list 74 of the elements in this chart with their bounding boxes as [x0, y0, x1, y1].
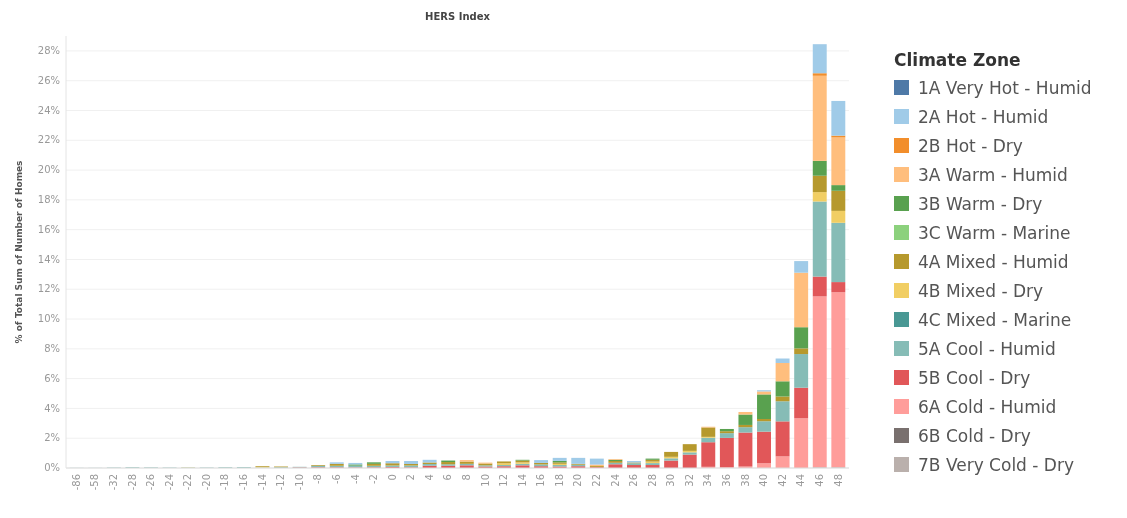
legend-label: 6B Cold - Dry	[918, 425, 1031, 446]
y-axis-title: % of Total Sum of Number of Homes	[14, 160, 24, 344]
x-tick-label: 44	[795, 474, 807, 487]
y-tick-label: 10%	[37, 313, 60, 325]
y-tick-label: 28%	[37, 45, 60, 57]
legend-label: 1A Very Hot - Humid	[918, 77, 1092, 98]
x-tick-label: 40	[758, 474, 770, 487]
y-tick-label: 2%	[44, 432, 60, 444]
x-tick-label: 4	[423, 474, 435, 481]
x-tick-label: -12	[275, 474, 287, 491]
x-tick-label: 36	[721, 474, 733, 487]
legend-label: 2A Hot - Humid	[918, 106, 1049, 127]
x-tick-label: 26	[628, 474, 640, 487]
x-tick-label: 38	[739, 474, 751, 487]
legend-label: 3A Warm - Humid	[918, 164, 1068, 185]
x-tick-label: 2	[405, 474, 417, 481]
y-tick-label: 16%	[37, 223, 60, 235]
x-tick-label: -4	[349, 474, 361, 484]
x-tick-label: 28	[646, 474, 658, 487]
y-tick-label: 8%	[44, 343, 60, 355]
x-tick-label: -22	[182, 474, 194, 491]
y-tick-label: 14%	[37, 253, 60, 265]
x-tick-label: 20	[572, 474, 584, 487]
x-tick-label: -10	[293, 474, 305, 491]
legend-label: 3C Warm - Marine	[918, 222, 1071, 243]
x-tick-label: -14	[256, 474, 268, 491]
x-tick-label: -28	[126, 474, 138, 491]
x-tick-label: 14	[516, 474, 528, 487]
legend-title: Climate Zone	[894, 50, 1021, 70]
x-tick-label: -20	[200, 474, 212, 491]
y-tick-label: 0%	[44, 462, 60, 474]
legend-label: 4B Mixed - Dry	[918, 280, 1044, 301]
x-tick-label: -16	[238, 474, 250, 491]
x-tick-label: 48	[832, 474, 844, 487]
x-tick-label: -2	[368, 474, 380, 484]
x-tick-label: 16	[535, 474, 547, 487]
legend-label: 5B Cool - Dry	[918, 367, 1031, 388]
legend-label: 5A Cool - Humid	[918, 338, 1056, 359]
x-tick-label: 12	[498, 474, 510, 487]
x-tick-label: -24	[163, 474, 175, 491]
legend-label: 2B Hot - Dry	[918, 135, 1023, 156]
x-tick-label: 22	[591, 474, 603, 487]
chart-title: HERS Index	[425, 11, 491, 22]
x-tick-label: 0	[386, 474, 398, 481]
x-tick-label: 10	[479, 474, 491, 487]
x-tick-label: 32	[683, 474, 695, 487]
y-tick-label: 26%	[37, 74, 60, 86]
legend-label: 4C Mixed - Marine	[918, 309, 1072, 330]
y-tick-label: 6%	[44, 372, 60, 384]
x-tick-label: -26	[145, 474, 157, 491]
x-tick-label: 18	[553, 474, 565, 487]
legend-label: 4A Mixed - Humid	[918, 251, 1069, 272]
x-tick-label: 30	[665, 474, 677, 487]
y-tick-label: 4%	[44, 402, 60, 414]
x-tick-label: -6	[330, 474, 342, 484]
x-tick-label: -86	[70, 474, 82, 491]
y-tick-label: 12%	[37, 283, 60, 295]
x-tick-label: 24	[609, 474, 621, 487]
y-tick-label: 22%	[37, 134, 60, 146]
x-tick-label: -58	[89, 474, 101, 491]
legend-label: 7B Very Cold - Dry	[918, 454, 1074, 475]
x-tick-label: 8	[460, 474, 472, 481]
x-tick-label: 42	[776, 474, 788, 487]
legend-label: 3B Warm - Dry	[918, 193, 1043, 214]
x-tick-label: 46	[813, 474, 825, 487]
x-tick-label: -18	[219, 474, 231, 491]
x-tick-label: -32	[108, 474, 120, 491]
x-tick-label: 34	[702, 474, 714, 487]
y-tick-label: 20%	[37, 164, 60, 176]
x-tick-label: 6	[442, 474, 454, 481]
x-tick-label: -8	[312, 474, 324, 484]
y-tick-label: 24%	[37, 104, 60, 116]
y-tick-label: 18%	[37, 194, 60, 206]
legend-label: 6A Cold - Humid	[918, 396, 1057, 417]
